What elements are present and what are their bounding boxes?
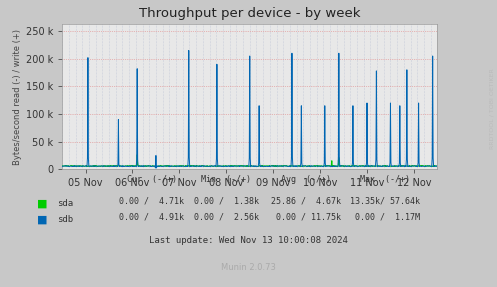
- Text: sda: sda: [57, 199, 73, 208]
- Text: Avg  (-/+): Avg (-/+): [281, 175, 331, 184]
- Text: ■: ■: [37, 215, 48, 224]
- Text: Munin 2.0.73: Munin 2.0.73: [221, 263, 276, 272]
- Text: Cur  (-/+): Cur (-/+): [127, 175, 176, 184]
- Text: Min  (-/+): Min (-/+): [201, 175, 251, 184]
- Text: Last update: Wed Nov 13 10:00:08 2024: Last update: Wed Nov 13 10:00:08 2024: [149, 236, 348, 245]
- Text: ■: ■: [37, 199, 48, 209]
- Text: 25.86 /  4.67k: 25.86 / 4.67k: [271, 197, 340, 206]
- Y-axis label: Bytes/second read (-) / write (+): Bytes/second read (-) / write (+): [12, 29, 21, 165]
- Title: Throughput per device - by week: Throughput per device - by week: [139, 7, 360, 20]
- Text: RRDTOOL / TOBI OETIKER: RRDTOOL / TOBI OETIKER: [490, 69, 495, 150]
- Text: 0.00 /  1.17M: 0.00 / 1.17M: [350, 213, 420, 222]
- Text: 0.00 /  1.38k: 0.00 / 1.38k: [194, 197, 258, 206]
- Text: Max  (-/+): Max (-/+): [360, 175, 410, 184]
- Text: 13.35k/ 57.64k: 13.35k/ 57.64k: [350, 197, 420, 206]
- Text: 0.00 / 11.75k: 0.00 / 11.75k: [271, 213, 340, 222]
- Text: sdb: sdb: [57, 215, 73, 224]
- Text: 0.00 /  4.71k: 0.00 / 4.71k: [119, 197, 184, 206]
- Text: ▲: ▲: [0, 286, 1, 287]
- Text: 0.00 /  2.56k: 0.00 / 2.56k: [194, 213, 258, 222]
- Text: 0.00 /  4.91k: 0.00 / 4.91k: [119, 213, 184, 222]
